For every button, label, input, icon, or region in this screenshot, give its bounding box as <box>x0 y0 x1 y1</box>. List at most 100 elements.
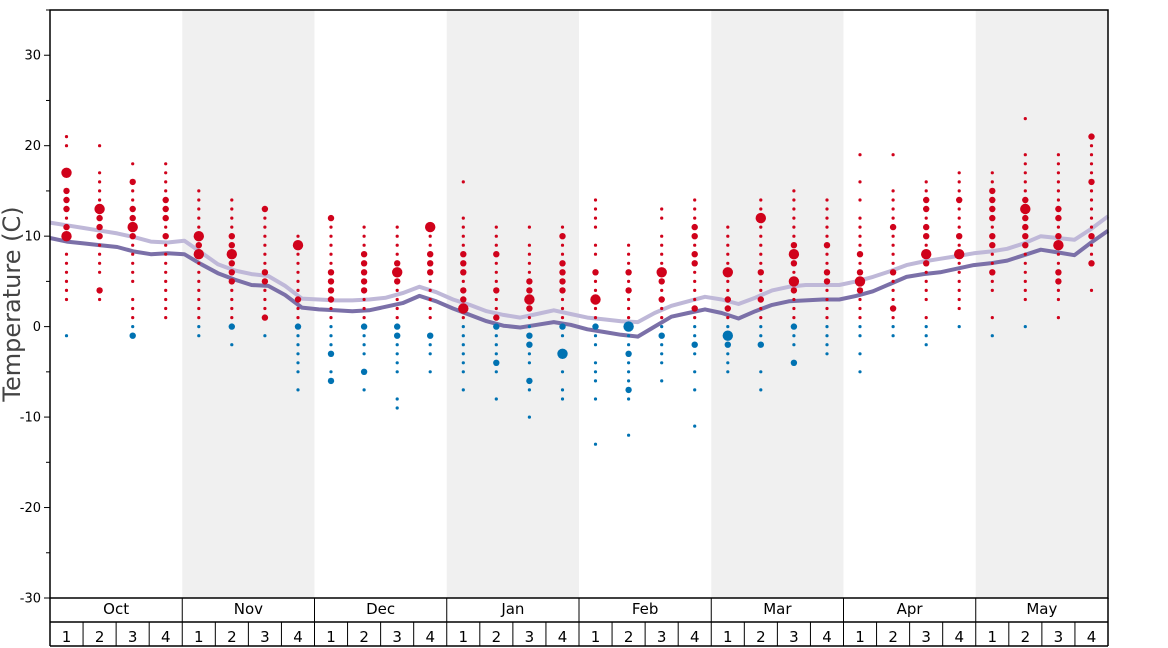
data-point <box>164 243 168 247</box>
data-point <box>792 316 796 320</box>
data-point <box>858 153 862 157</box>
data-point <box>726 225 730 229</box>
data-point <box>693 424 697 428</box>
data-point <box>263 243 267 247</box>
data-point <box>593 243 598 247</box>
data-point <box>560 370 565 374</box>
data-point <box>889 305 897 312</box>
data-point <box>197 261 201 265</box>
data-point <box>559 323 566 330</box>
week-label: 2 <box>227 628 237 646</box>
week-label: 4 <box>690 628 700 646</box>
data-point <box>96 233 103 240</box>
data-point <box>593 343 598 347</box>
week-label: 1 <box>988 628 998 646</box>
data-point <box>164 270 168 274</box>
data-point <box>395 370 399 374</box>
data-point <box>296 234 300 238</box>
data-point <box>858 243 862 247</box>
data-point <box>164 297 168 302</box>
week-label: 3 <box>392 628 402 646</box>
data-point <box>494 279 498 283</box>
data-point <box>360 269 368 276</box>
data-point <box>726 279 730 283</box>
data-point <box>759 198 763 202</box>
data-point <box>1056 162 1060 166</box>
mean-line-light <box>49 214 1110 325</box>
data-point <box>296 252 300 256</box>
data-point <box>989 187 996 195</box>
data-point <box>989 214 996 222</box>
data-point <box>593 225 598 229</box>
data-point <box>1088 260 1095 267</box>
data-point <box>627 370 631 374</box>
data-point <box>327 278 335 285</box>
data-point <box>395 225 399 229</box>
data-point <box>858 180 862 184</box>
data-point <box>593 316 598 320</box>
data-point <box>197 316 201 320</box>
data-point <box>891 288 895 292</box>
data-point <box>131 325 135 329</box>
data-point <box>1022 233 1029 240</box>
data-point <box>559 278 566 285</box>
month-label-apr: Apr <box>897 600 924 618</box>
data-point <box>164 316 168 320</box>
data-point <box>98 243 102 247</box>
data-point <box>726 288 730 292</box>
data-point <box>64 288 69 292</box>
data-point <box>98 144 102 148</box>
data-point <box>759 325 763 329</box>
data-point <box>129 205 136 213</box>
week-label: 2 <box>624 628 634 646</box>
data-point <box>823 269 831 276</box>
data-point <box>726 243 730 247</box>
data-point <box>921 249 932 260</box>
month-label-mar: Mar <box>763 600 792 618</box>
data-point <box>923 223 930 231</box>
data-point <box>292 240 304 251</box>
data-point <box>362 234 366 238</box>
data-point <box>395 361 399 365</box>
data-point <box>327 287 335 294</box>
data-point <box>593 252 598 256</box>
data-point <box>957 171 961 175</box>
data-point <box>858 316 862 320</box>
data-point <box>527 415 532 419</box>
data-point <box>494 334 498 338</box>
data-point <box>759 316 763 320</box>
data-point <box>560 252 565 256</box>
data-point <box>395 397 399 401</box>
data-point <box>1023 270 1027 274</box>
data-point <box>1089 252 1094 256</box>
data-point <box>261 205 269 213</box>
data-point <box>527 325 532 329</box>
data-point <box>1055 233 1062 240</box>
data-point <box>724 305 731 312</box>
data-point <box>957 189 961 193</box>
data-point <box>494 370 498 374</box>
data-point <box>625 287 632 294</box>
data-point <box>722 267 733 278</box>
week-label: 1 <box>326 628 336 646</box>
data-point <box>493 359 500 366</box>
data-point <box>425 221 436 233</box>
data-point <box>329 306 333 311</box>
data-point <box>858 225 862 229</box>
data-point <box>494 343 498 347</box>
data-point <box>924 325 928 329</box>
data-point <box>395 352 399 356</box>
data-point <box>460 251 467 258</box>
data-point <box>327 269 335 276</box>
data-point <box>957 216 961 220</box>
data-point <box>94 203 105 215</box>
data-point <box>889 223 897 231</box>
data-point <box>593 361 598 365</box>
plot-frame <box>49 9 1109 599</box>
data-point <box>261 314 269 321</box>
week-label: 2 <box>359 628 369 646</box>
data-point <box>1023 189 1027 193</box>
data-point <box>263 306 267 311</box>
data-point <box>98 180 102 184</box>
data-point <box>823 242 831 249</box>
